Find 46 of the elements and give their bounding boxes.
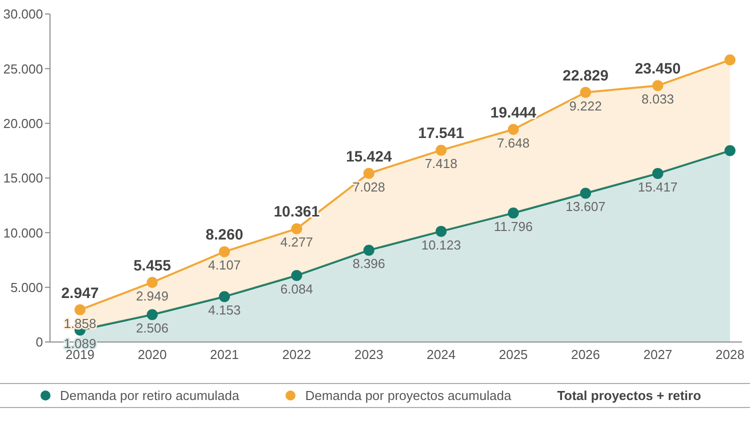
total-label: 10.361 — [274, 204, 320, 221]
y-tick-label: 5.000 — [10, 280, 43, 295]
total-label: 23.450 — [634, 60, 681, 78]
data-label: 7.648 — [497, 135, 530, 150]
y-tick-label: 25.000 — [3, 61, 43, 76]
total-label: 22.829 — [562, 67, 608, 84]
data-label: 13.607 — [566, 199, 606, 214]
x-tick-label: 2023 — [354, 347, 384, 362]
data-label: 1.858 — [64, 316, 96, 331]
x-tick-label: 2021 — [210, 347, 239, 362]
total-label: 15.424 — [346, 148, 392, 166]
data-label: 2.949 — [136, 288, 168, 304]
data-label: 10.123 — [421, 237, 461, 252]
total-label: 17.541 — [418, 125, 464, 142]
data-label: 15.417 — [638, 179, 678, 194]
data-label: 4.277 — [280, 234, 313, 250]
x-tick-label: 2028 — [716, 347, 744, 362]
data-label: 8.396 — [352, 256, 386, 272]
data-label: 7.028 — [352, 179, 386, 194]
text: Total proyectos + retiro — [557, 388, 702, 403]
x-tick-label: 2020 — [138, 347, 167, 362]
data-label: 11.796 — [494, 219, 533, 234]
legend-label: Demanda por proyectos acumulada — [305, 388, 512, 403]
y-tick-label: 0 — [36, 334, 43, 350]
y-tick-label: 10.000 — [3, 225, 43, 240]
x-tick-label: 2027 — [643, 347, 672, 362]
data-label: 7.418 — [424, 156, 458, 172]
data-label: 4.107 — [208, 258, 241, 273]
y-tick-label: 15.000 — [3, 170, 43, 186]
data-label: 6.084 — [280, 281, 313, 296]
data-label: 8.033 — [642, 92, 674, 107]
x-tick-label: 2022 — [282, 347, 312, 362]
total-label: 19.444 — [490, 104, 537, 122]
x-tick-label: 2026 — [571, 347, 600, 362]
x-tick-label: 2025 — [498, 347, 528, 362]
total-label: 8.260 — [206, 226, 244, 244]
y-tick-label: 30.000 — [3, 6, 43, 22]
data-label: 2.506 — [136, 320, 168, 336]
total-label: 5.455 — [133, 257, 171, 274]
x-tick-label: 2019 — [66, 347, 94, 362]
legend-label: Demanda por retiro acumulada — [60, 388, 240, 403]
data-label: 9.222 — [569, 98, 602, 114]
y-tick-label: 20.000 — [3, 116, 43, 131]
x-tick-label: 2024 — [426, 347, 456, 362]
total-label: 2.947 — [61, 284, 99, 302]
data-label: 4.153 — [208, 302, 241, 318]
